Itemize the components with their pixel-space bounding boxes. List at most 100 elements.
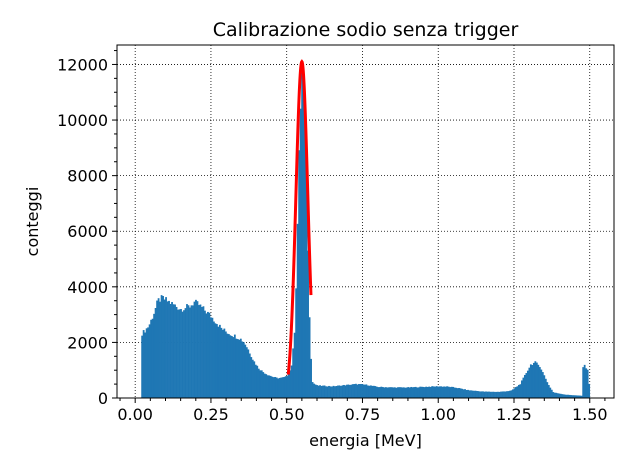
histogram-bar [356, 384, 359, 398]
histogram-bar [181, 311, 184, 398]
histogram-bar [377, 387, 380, 398]
histogram-bar [381, 387, 384, 398]
histogram-bar [422, 386, 425, 398]
histogram-bar [374, 386, 377, 398]
histogram-bar [517, 384, 520, 398]
histogram-bar [271, 376, 274, 398]
histogram-bar [573, 395, 576, 398]
histogram-bar [447, 386, 450, 398]
histogram-bar [420, 386, 423, 398]
histogram-bar [235, 338, 238, 398]
histogram-bar [147, 327, 150, 398]
histogram-bar [361, 384, 363, 398]
histogram-bar [435, 386, 438, 398]
histogram-bar [232, 337, 235, 398]
histogram-bar [227, 334, 230, 398]
histogram-bar [464, 389, 466, 398]
histogram-bar [349, 384, 351, 398]
histogram-bar [244, 344, 247, 398]
histogram-bar [585, 368, 588, 398]
histogram-bar [564, 394, 567, 398]
histogram-bar [389, 387, 392, 398]
y-tick-label: 10000 [57, 111, 108, 130]
histogram-bar [254, 364, 257, 398]
histogram-bar [196, 301, 199, 398]
histogram-bar [467, 389, 469, 398]
histogram-bar [190, 305, 193, 398]
histogram-bar [301, 72, 304, 399]
histogram-bar [359, 384, 362, 398]
x-tick-label: 1.50 [572, 405, 608, 424]
histogram-bar [386, 387, 389, 398]
histogram-bar [392, 387, 395, 398]
histogram-bar [526, 370, 529, 398]
histogram-bar [387, 387, 390, 398]
histogram-bar [335, 385, 338, 398]
histogram-bar [202, 306, 205, 398]
histogram-bar [154, 308, 157, 398]
histogram-bar [468, 390, 471, 398]
histogram-bar [247, 349, 250, 398]
histogram-bar [239, 338, 242, 398]
y-tick-label: 4000 [67, 278, 108, 297]
histogram-bar [561, 394, 564, 398]
histogram-bar [217, 326, 220, 398]
histogram-bar [494, 391, 496, 398]
histogram-bar [395, 387, 398, 398]
histogram-bar [350, 384, 353, 398]
histogram-bar [156, 300, 158, 398]
x-tick-label: 0.50 [269, 405, 305, 424]
histogram-bar [177, 309, 179, 398]
histogram-bar [204, 310, 206, 398]
histogram-bar [567, 394, 570, 398]
histogram-bar [355, 383, 357, 398]
histogram-bar [482, 391, 484, 398]
histogram-bar [322, 385, 324, 398]
histogram-bar [184, 308, 187, 398]
histogram-bar [408, 387, 411, 398]
histogram-bar [275, 377, 278, 398]
histogram-bar [201, 306, 203, 398]
histogram-bar [352, 384, 354, 398]
histogram-bar [513, 388, 516, 398]
histogram-bar [504, 391, 507, 398]
histogram-bar [515, 387, 517, 398]
histogram-bar [230, 336, 233, 398]
histogram-bar [579, 395, 582, 398]
histogram-bar [555, 392, 558, 398]
histogram-bar [390, 387, 393, 398]
histogram-bar [238, 339, 241, 398]
histogram-bar [369, 385, 372, 398]
histogram-bar [423, 387, 426, 398]
histogram-bar [528, 367, 531, 398]
histogram-bar [262, 372, 265, 398]
histogram-bar [559, 393, 562, 398]
x-tick-label: 0.25 [193, 405, 229, 424]
histogram-bar [576, 395, 579, 398]
histogram-bar [272, 377, 275, 398]
histogram-bar [414, 386, 417, 398]
x-tick-label: 1.00 [420, 405, 456, 424]
histogram-bar [531, 365, 534, 398]
histogram-bar [553, 392, 556, 398]
histogram-bar [372, 385, 375, 398]
histogram-bar [519, 384, 522, 398]
histogram-bar [491, 391, 493, 398]
histogram-bar [292, 348, 295, 398]
histogram-bar [366, 385, 369, 398]
histogram-bar [588, 383, 591, 398]
histogram-bar [441, 386, 444, 398]
histogram-bar [189, 307, 191, 398]
y-axis-label: conteggi [23, 187, 42, 257]
histogram-bar [343, 384, 345, 398]
histogram-bar [198, 305, 200, 398]
histogram-bar [310, 358, 312, 398]
histogram-bar [226, 333, 229, 398]
histogram-bar [186, 304, 188, 398]
histogram-bar [405, 387, 408, 398]
histogram-bar [474, 390, 477, 398]
histogram-bar [169, 303, 172, 398]
histogram-bar [145, 328, 148, 398]
histogram-bar [251, 359, 254, 398]
